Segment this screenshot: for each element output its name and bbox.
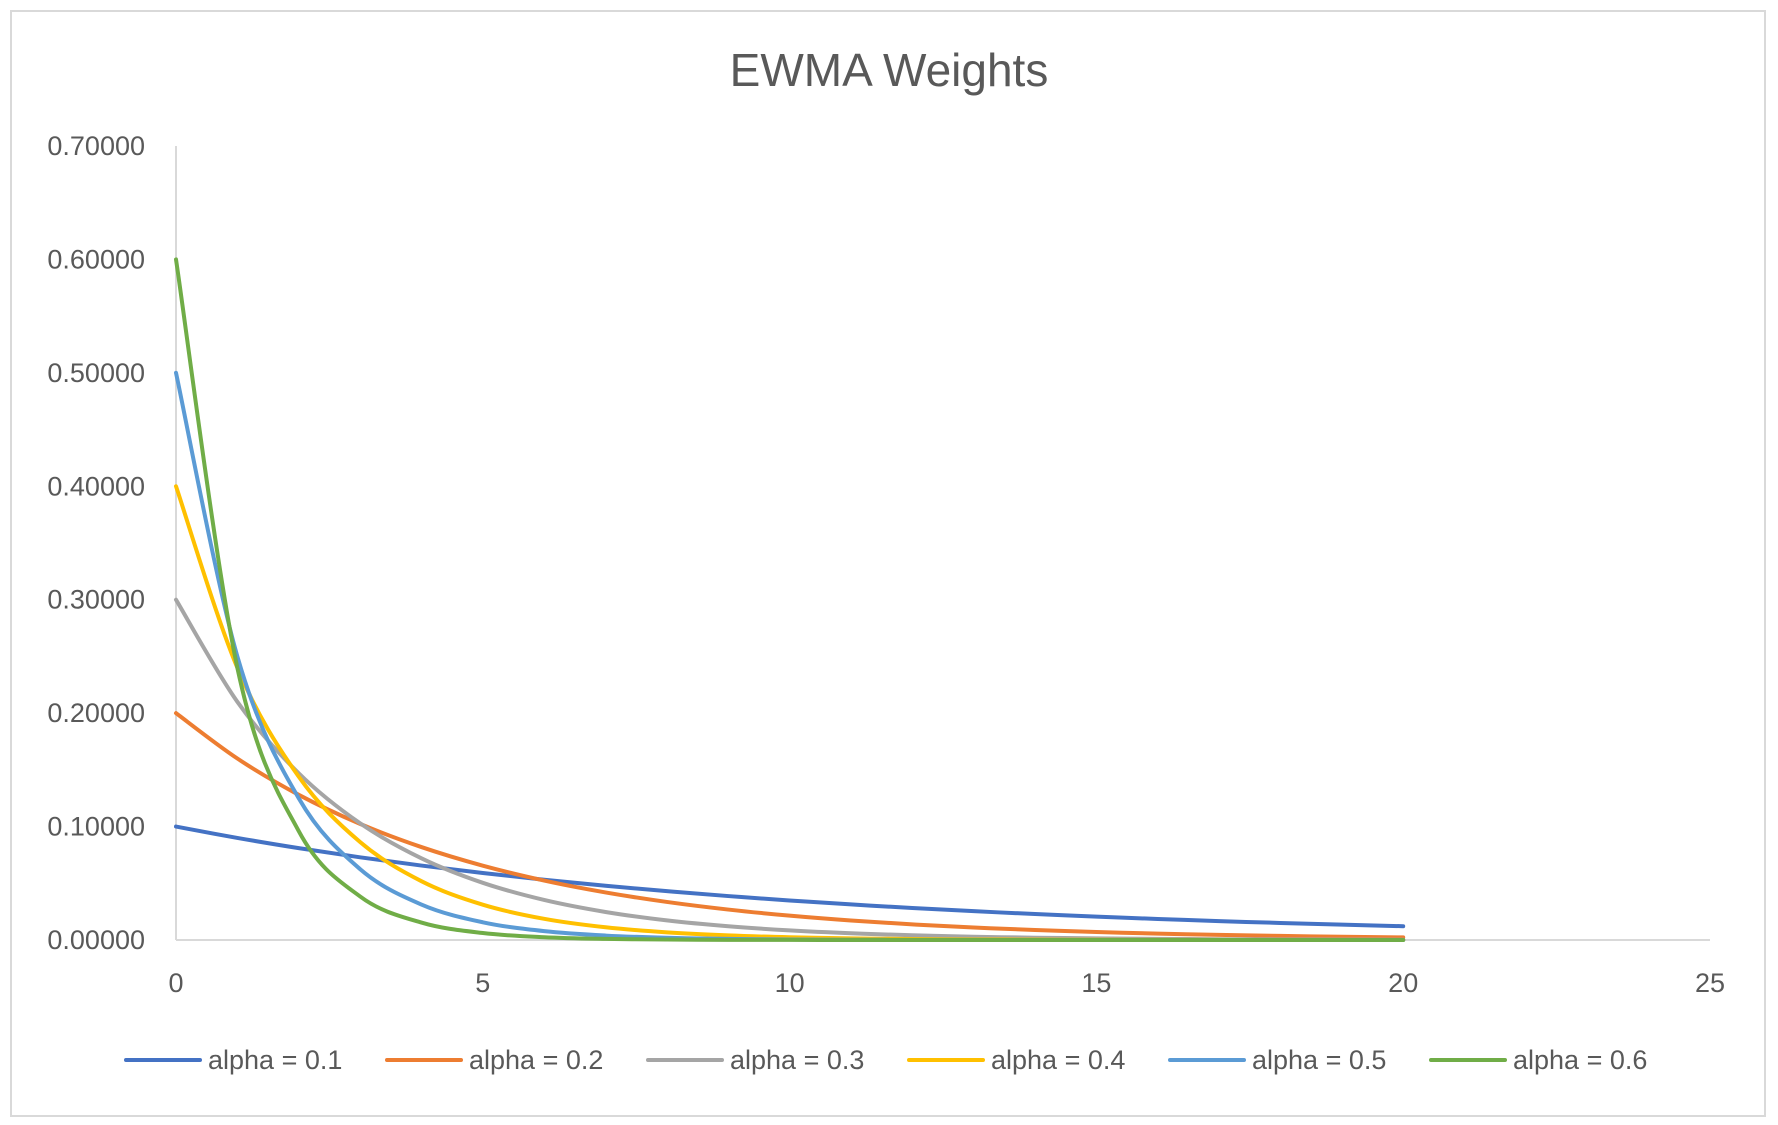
legend-label: alpha = 0.4 xyxy=(991,1045,1125,1075)
legend-label: alpha = 0.6 xyxy=(1513,1045,1647,1075)
x-tick-label: 0 xyxy=(168,968,183,998)
series-line-3 xyxy=(174,597,1406,942)
series-line-6 xyxy=(174,257,1406,942)
y-tick-label: 0.40000 xyxy=(47,471,145,501)
y-tick-label: 0.10000 xyxy=(47,812,145,842)
x-tick-label: 10 xyxy=(775,968,805,998)
x-tick-label: 20 xyxy=(1388,968,1418,998)
series-line-5 xyxy=(174,370,1406,942)
y-tick-label: 0.00000 xyxy=(47,925,145,955)
chart-frame xyxy=(10,10,1766,1117)
series-lines xyxy=(174,257,1406,942)
y-tick-label: 0.30000 xyxy=(47,585,145,615)
legend-label: alpha = 0.1 xyxy=(208,1045,342,1075)
y-tick-label: 0.60000 xyxy=(47,244,145,274)
legend-label: alpha = 0.2 xyxy=(469,1045,603,1075)
chart-title: EWMA Weights xyxy=(730,44,1049,96)
y-tick-label: 0.70000 xyxy=(47,131,145,161)
x-tick-label: 15 xyxy=(1081,968,1111,998)
legend-label: alpha = 0.5 xyxy=(1252,1045,1386,1075)
x-tick-label: 25 xyxy=(1695,968,1725,998)
legend: alpha = 0.1 alpha = 0.2 alpha = 0.3 alpha =… xyxy=(124,1045,1647,1075)
x-axis-ticks: 0 5 10 15 20 25 xyxy=(168,968,1725,998)
x-tick-label: 5 xyxy=(475,968,490,998)
series-line-4 xyxy=(174,484,1406,942)
series-line-1 xyxy=(174,824,1406,929)
y-axis-ticks: 0.00000 0.10000 0.20000 0.30000 0.40000 0.500… xyxy=(47,131,145,955)
y-tick-label: 0.50000 xyxy=(47,358,145,388)
y-tick-label: 0.20000 xyxy=(47,698,145,728)
legend-label: alpha = 0.3 xyxy=(730,1045,864,1075)
